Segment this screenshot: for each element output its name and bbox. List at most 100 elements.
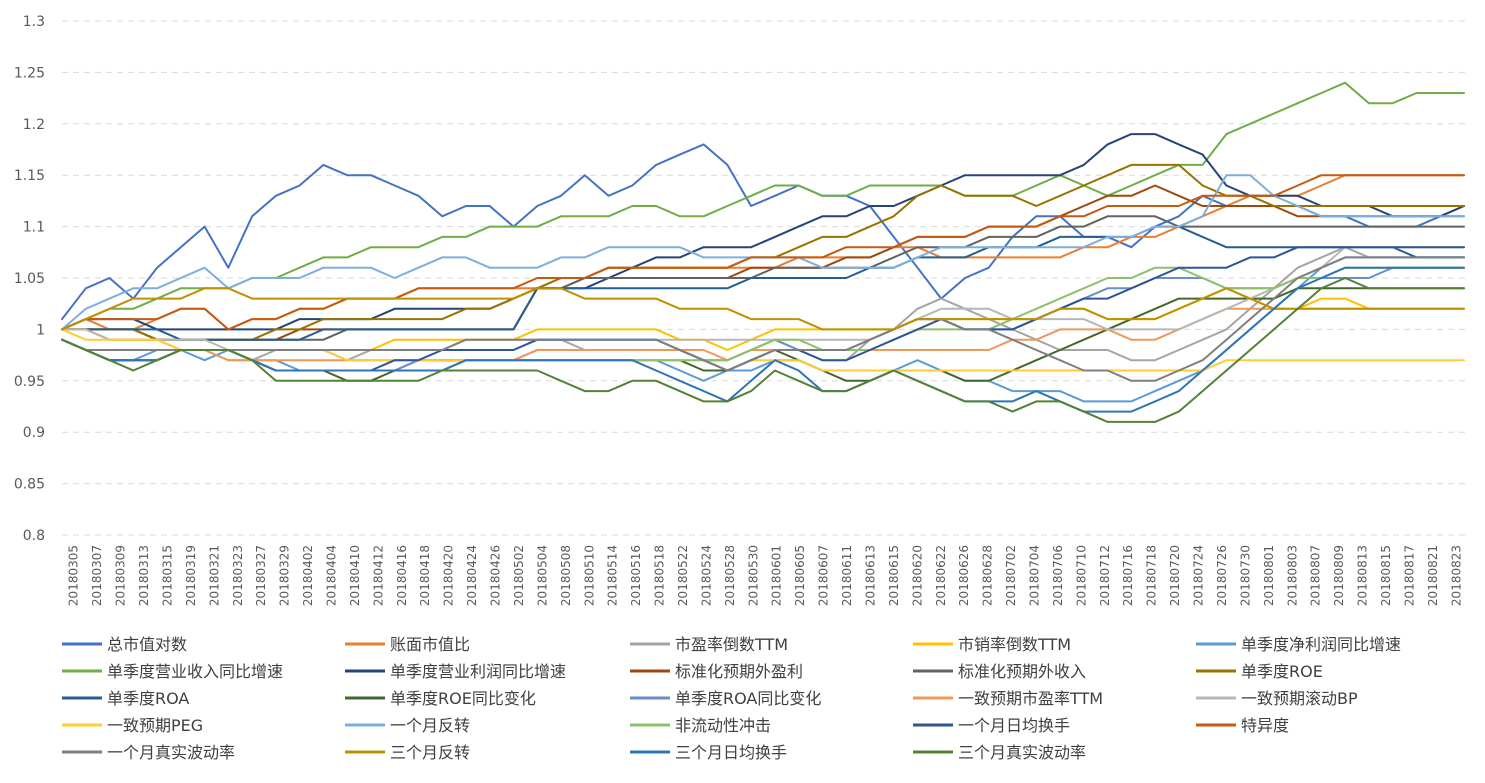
- x-tick-label: 20180309: [114, 545, 128, 606]
- legend-label: 一个月日均换手: [958, 716, 1070, 735]
- x-tick-label: 20180514: [606, 545, 620, 606]
- legend-label: 三个月日均换手: [675, 743, 787, 762]
- series-line-21: [61, 287, 1465, 331]
- x-tick-label: 20180315: [160, 545, 174, 606]
- x-tick-label: 20180809: [1332, 545, 1346, 606]
- x-tick-label: 20180321: [207, 545, 221, 606]
- y-axis-ticks: 0.8 0.85 0.9 0.95 1 1.05 1.1 1.15 1.2 1.25 1.3: [14, 14, 45, 544]
- x-tick-label: 20180704: [1027, 545, 1041, 606]
- legend-label: 账面市值比: [390, 635, 470, 654]
- x-tick-label: 20180801: [1262, 545, 1276, 606]
- legend-label: 单季度净利润同比增速: [1241, 635, 1401, 654]
- legend-label: 单季度ROA同比变化: [675, 689, 821, 708]
- legend-label: 总市值对数: [107, 635, 187, 654]
- x-tick-label: 20180706: [1051, 545, 1065, 606]
- legend-label: 一致预期市盈率TTM: [958, 689, 1103, 708]
- y-tick-label: 1.2: [23, 117, 45, 133]
- x-tick-label: 20180720: [1168, 545, 1182, 606]
- x-tick-label: 20180601: [770, 545, 784, 606]
- legend-label: 非流动性冲击: [675, 716, 771, 735]
- series-line-6: [61, 133, 1465, 331]
- x-tick-label: 20180626: [957, 545, 971, 606]
- legend-label: 单季度营业利润同比增速: [390, 662, 566, 681]
- y-tick-label: 1.05: [14, 271, 45, 287]
- series-line-13: [61, 307, 1465, 362]
- y-tick-label: 1.25: [14, 65, 45, 81]
- legend-label: 一致预期PEG: [107, 716, 203, 735]
- series-line-20: [61, 256, 1465, 382]
- x-tick-label: 20180518: [653, 545, 667, 606]
- y-tick-label: 0.8: [23, 528, 45, 544]
- series-line-0: [61, 143, 1465, 321]
- y-tick-label: 1.3: [23, 14, 45, 30]
- y-tick-label: 0.95: [14, 374, 45, 390]
- x-tick-label: 20180620: [910, 545, 924, 606]
- x-tick-label: 20180730: [1238, 545, 1252, 606]
- legend-label: 单季度ROE同比变化: [390, 689, 536, 708]
- y-tick-label: 1.15: [14, 168, 45, 184]
- x-tick-label: 20180607: [817, 545, 831, 606]
- x-tick-label: 20180807: [1309, 545, 1323, 606]
- x-tick-label: 20180502: [512, 545, 526, 606]
- x-tick-label: 20180307: [90, 545, 104, 606]
- x-tick-label: 20180628: [981, 545, 995, 606]
- x-tick-label: 20180613: [863, 545, 877, 606]
- x-tick-label: 20180821: [1426, 545, 1440, 606]
- x-tick-label: 20180410: [348, 545, 362, 606]
- x-tick-label: 20180611: [840, 545, 854, 606]
- legend-label: 单季度ROA: [107, 689, 189, 708]
- x-tick-label: 20180424: [465, 545, 479, 606]
- x-tick-label: 20180426: [489, 545, 503, 606]
- x-tick-label: 20180522: [676, 545, 690, 606]
- x-tick-label: 20180716: [1121, 545, 1135, 606]
- x-tick-label: 20180327: [254, 545, 268, 606]
- x-tick-label: 20180817: [1402, 545, 1416, 606]
- x-tick-label: 20180510: [582, 545, 596, 606]
- legend-label: 单季度ROE: [1241, 662, 1323, 681]
- x-tick-label: 20180815: [1379, 545, 1393, 606]
- x-tick-label: 20180418: [418, 545, 432, 606]
- series-lines: [61, 81, 1465, 423]
- legend: 总市值对数 账面市值比 市盈率倒数TTM 市销率倒数TTM 单季度净利润同比增速单季度营…: [62, 635, 1401, 762]
- x-tick-label: 20180803: [1285, 545, 1299, 606]
- y-tick-label: 0.9: [23, 425, 45, 441]
- legend-label: 一个月真实波动率: [107, 743, 235, 762]
- x-tick-label: 20180329: [278, 545, 292, 606]
- x-tick-label: 20180823: [1449, 545, 1463, 606]
- x-tick-label: 20180530: [746, 545, 760, 606]
- x-tick-label: 20180528: [723, 545, 737, 606]
- legend-label: 一致预期滚动BP: [1241, 689, 1358, 708]
- legend-label: 标准化预期外盈利: [675, 662, 803, 681]
- legend-label: 标准化预期外收入: [958, 662, 1086, 681]
- x-tick-label: 20180504: [535, 545, 549, 606]
- x-tick-label: 20180404: [324, 545, 338, 606]
- series-line-7: [61, 184, 1465, 341]
- x-tick-label: 20180710: [1074, 545, 1088, 606]
- x-tick-label: 20180712: [1098, 545, 1112, 606]
- x-tick-label: 20180718: [1145, 545, 1159, 606]
- x-tick-label: 20180615: [887, 545, 901, 606]
- legend-label: 单季度营业收入同比增速: [107, 662, 283, 681]
- legend-label: 市盈率倒数TTM: [675, 635, 788, 654]
- x-tick-label: 20180702: [1004, 545, 1018, 606]
- x-tick-label: 20180724: [1192, 545, 1206, 606]
- y-tick-label: 0.85: [14, 477, 45, 493]
- x-tick-label: 20180813: [1356, 545, 1370, 606]
- x-tick-label: 20180416: [395, 545, 409, 606]
- legend-label: 一个月反转: [390, 716, 470, 735]
- series-line-22: [61, 266, 1465, 413]
- x-tick-label: 20180420: [442, 545, 456, 606]
- x-tick-label: 20180516: [629, 545, 643, 606]
- x-tick-label: 20180412: [371, 545, 385, 606]
- x-tick-label: 20180319: [184, 545, 198, 606]
- x-tick-label: 20180524: [699, 545, 713, 606]
- x-tick-label: 20180323: [231, 545, 245, 606]
- series-line-2: [61, 246, 1465, 362]
- legend-label: 三个月反转: [390, 743, 470, 762]
- legend-label: 特异度: [1241, 716, 1289, 735]
- x-tick-label: 20180508: [559, 545, 573, 606]
- x-tick-label: 20180305: [67, 545, 81, 606]
- x-tick-label: 20180402: [301, 545, 315, 606]
